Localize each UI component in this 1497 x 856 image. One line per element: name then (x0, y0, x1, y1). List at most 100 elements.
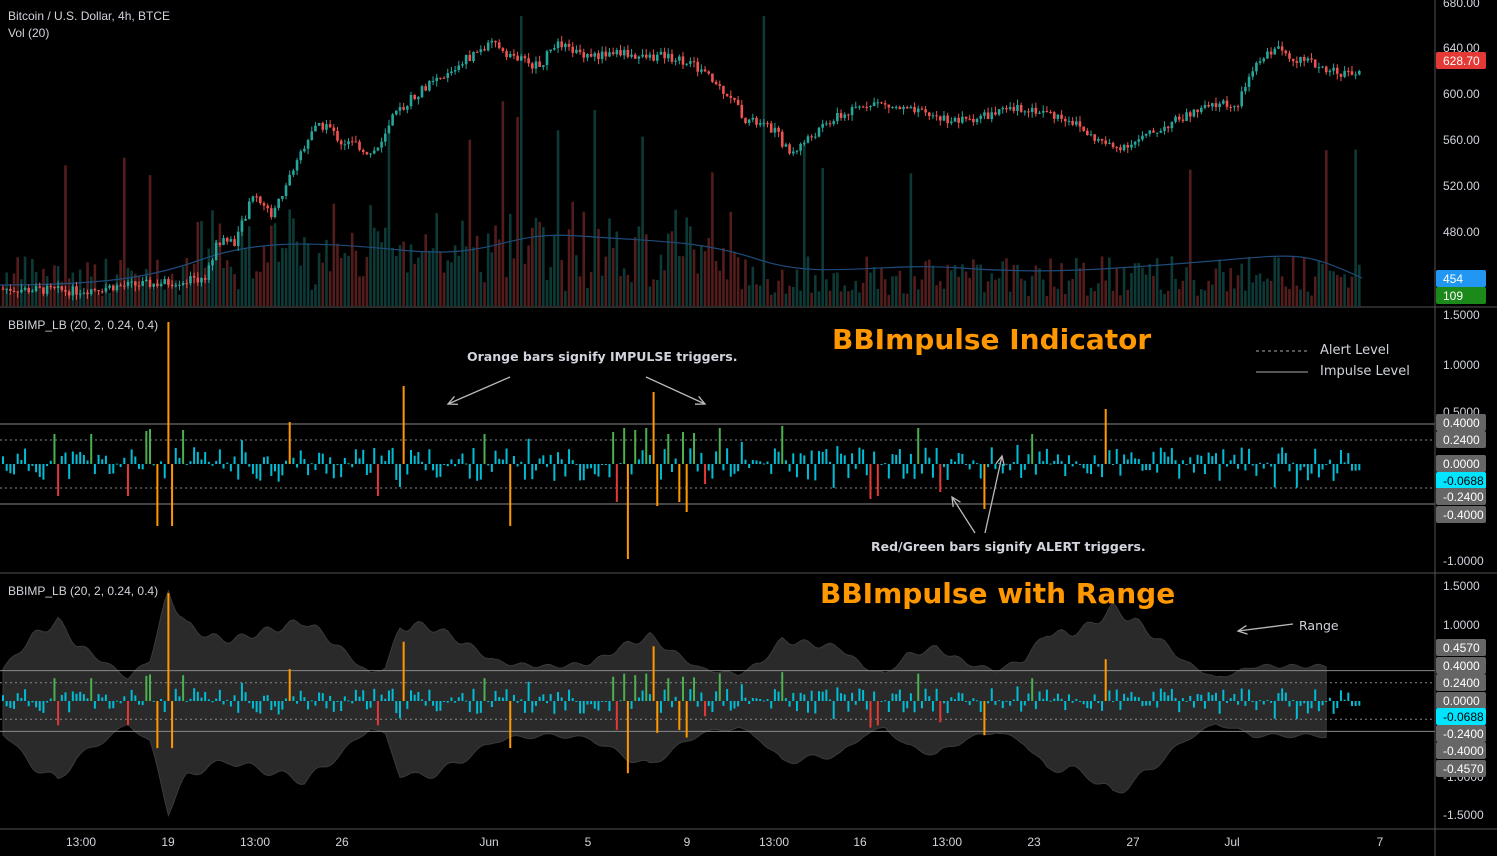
osc2-bar (35, 464, 38, 473)
osc3-bar (1266, 700, 1269, 702)
volume-bar (670, 231, 674, 306)
osc2-bar (865, 464, 868, 476)
volume-bar (674, 209, 677, 306)
osc3-bar (726, 689, 729, 701)
candle-body (722, 85, 725, 94)
osc3-bar (601, 701, 604, 702)
candle-body (1041, 111, 1045, 113)
volume-label-1-box (1436, 270, 1486, 287)
osc2-bar (726, 448, 729, 464)
osc2-bar (75, 454, 78, 464)
osc2-bar (101, 459, 104, 464)
osc2-bar (715, 451, 718, 464)
osc3-bar (670, 701, 673, 708)
osc2-tick-label: -1.0000 (1443, 554, 1484, 568)
osc2-bar (965, 464, 968, 465)
osc2-bar (468, 464, 471, 479)
osc2-bar (237, 464, 240, 480)
osc2-bar (590, 464, 593, 469)
osc2-bar (557, 452, 560, 464)
osc2-bar (314, 464, 317, 471)
osc2-bar (534, 464, 537, 471)
candle-body (1269, 51, 1273, 55)
osc3-bar (270, 701, 273, 711)
osc3-bar (479, 701, 482, 713)
last-price-label-box (1436, 52, 1486, 69)
candle-body (1210, 103, 1214, 107)
osc3-bar (310, 700, 313, 702)
candle-body (115, 285, 119, 291)
osc3-bar (898, 689, 901, 701)
osc2-bar (163, 464, 166, 479)
osc2-bar (292, 457, 295, 464)
volume-bar (1155, 258, 1159, 306)
osc2-bar (358, 458, 361, 464)
osc3-bar (439, 701, 442, 711)
candle-body (1060, 114, 1063, 119)
candle-body (1302, 56, 1306, 61)
osc2-bar (509, 464, 512, 526)
candle-body (755, 117, 758, 125)
osc3-bar (119, 701, 122, 704)
candle-body (38, 286, 42, 288)
volume-bar (281, 247, 284, 306)
osc3-bar (1078, 701, 1081, 702)
osc2-bar (568, 449, 571, 464)
volume-bar (60, 281, 64, 306)
osc3-bar (512, 694, 515, 701)
osc3-bar (773, 689, 776, 701)
osc2-bar (1240, 447, 1243, 464)
volume-bar (49, 285, 53, 306)
osc2-bar (770, 464, 773, 474)
volume-bar (314, 284, 317, 306)
candle-body (486, 42, 490, 51)
candle-body (167, 279, 170, 285)
osc3-bar (1317, 701, 1320, 712)
osc3-bar (538, 696, 541, 701)
candle-body (328, 124, 332, 128)
candle-body (678, 56, 681, 61)
osc3-bar (865, 701, 868, 710)
osc2-bar (1185, 464, 1188, 465)
osc3-bar (1192, 701, 1195, 708)
osc2-bar (1064, 464, 1067, 477)
osc3-bar (27, 701, 30, 707)
osc3-bar (115, 700, 118, 702)
volume-bar (560, 260, 564, 306)
volume-bar (1060, 263, 1063, 306)
volume-bar (16, 257, 20, 306)
osc2-bar (1262, 464, 1265, 469)
osc3-bar (207, 699, 210, 701)
osc2-bar (711, 464, 714, 479)
osc2-bar (998, 462, 1001, 464)
candle-body (1196, 109, 1199, 113)
volume-bar (791, 286, 795, 306)
osc3-bar (637, 697, 640, 701)
osc3-bar (1152, 691, 1155, 701)
osc3-bar (152, 701, 155, 703)
osc2-bar (1255, 464, 1258, 476)
candle-body (1001, 107, 1005, 110)
volume-bar (321, 262, 325, 306)
osc3-bar (82, 694, 85, 701)
osc2-bar (685, 464, 688, 512)
candle-body (582, 52, 586, 58)
osc3-bar (1328, 697, 1331, 701)
volume-bar (122, 157, 126, 306)
candle-body (876, 102, 880, 104)
volume-bar (994, 279, 997, 306)
osc3-bar (410, 690, 412, 701)
volume-bar (703, 251, 707, 306)
legend-alert-label: Alert Level (1320, 343, 1390, 358)
osc3-bar (196, 691, 199, 701)
candle-body (1244, 86, 1247, 92)
volume-bar (836, 272, 839, 306)
osc2-bar (432, 464, 435, 471)
osc2-bar (299, 450, 302, 464)
osc3-bar (935, 688, 938, 701)
candle-body (931, 115, 935, 117)
osc3-bar (821, 691, 824, 701)
osc3-bar (97, 694, 100, 701)
osc3-bar (16, 693, 19, 701)
osc2-bar (1097, 464, 1100, 467)
